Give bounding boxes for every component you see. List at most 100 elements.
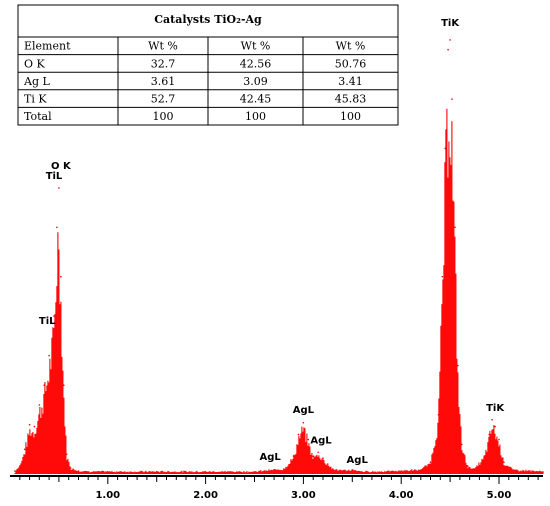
spectrum-point xyxy=(58,187,60,189)
spectrum-point xyxy=(361,471,363,473)
table-cell: Total xyxy=(24,110,52,123)
peak-label: AgL xyxy=(293,405,315,416)
spectrum-point xyxy=(441,275,444,278)
spectrum-point xyxy=(461,443,463,446)
inset-table-cells: Element Wt % Wt % Wt % O K 32.7 42.56 50.76 Ag L… xyxy=(23,40,366,123)
spectrum-point xyxy=(292,455,295,458)
spectrum-point xyxy=(23,448,26,451)
spectrum-point xyxy=(107,471,109,473)
spectrum-point xyxy=(273,469,275,471)
x-tick-label: 2.00 xyxy=(193,490,218,501)
spectrum-point xyxy=(87,471,89,473)
table-cell: 50.76 xyxy=(335,57,367,70)
table-header-cell: Wt % xyxy=(148,40,178,53)
spectrum-point xyxy=(483,455,486,458)
spectrum-point xyxy=(155,471,158,473)
spectrum-point xyxy=(204,471,207,473)
spectrum-point xyxy=(312,455,315,458)
spectrum-point xyxy=(488,433,491,436)
spectrum-point xyxy=(322,457,324,460)
spectrum-point xyxy=(65,453,68,456)
spectrum-point xyxy=(63,384,65,387)
peak-label: AgL xyxy=(347,455,369,466)
table-cell: 100 xyxy=(153,110,174,123)
spectrum-point xyxy=(498,438,500,441)
spectrum-point xyxy=(494,425,496,428)
spectrum-point xyxy=(53,315,55,317)
table-cell: 42.45 xyxy=(240,93,272,106)
spectrum-point xyxy=(317,451,319,454)
spectrum-point xyxy=(56,226,58,229)
spectrum-point xyxy=(331,468,334,470)
peak-label: AgL xyxy=(259,452,281,463)
spectrum-point xyxy=(451,98,453,100)
spectrum-point xyxy=(297,433,300,436)
table-cell: 32.7 xyxy=(151,57,176,70)
x-tick-label: 5.00 xyxy=(487,490,512,501)
spectrum-point xyxy=(77,470,80,472)
spectrum-point xyxy=(307,438,310,441)
spectrum-point xyxy=(447,48,449,51)
spectrum-point xyxy=(351,469,354,471)
spectrum-point xyxy=(457,364,459,367)
spectrum-point xyxy=(253,471,256,473)
spectrum-point xyxy=(43,384,45,387)
spectrum-point xyxy=(327,463,329,465)
table-cell: 42.56 xyxy=(240,57,272,70)
spectrum-point xyxy=(69,467,72,469)
inset-table-title: Catalysts TiO₂-Ag xyxy=(154,13,262,26)
x-axis: 1.00 2.00 3.00 4.00 5.00 xyxy=(10,475,543,501)
x-tick-label: 3.00 xyxy=(291,490,316,501)
table-header-cell: Wt % xyxy=(336,40,366,53)
x-tick-label: 4.00 xyxy=(389,490,414,501)
table-cell: 100 xyxy=(245,110,266,123)
spectrum-point xyxy=(14,470,16,472)
table-cell: 52.7 xyxy=(151,93,176,106)
table-cell: Ti K xyxy=(24,93,47,106)
spectrum-point xyxy=(454,226,456,229)
spectrum-point xyxy=(28,423,31,426)
peak-label: TiK xyxy=(441,18,460,29)
peak-label: TiL xyxy=(39,316,56,327)
spectrum-layer xyxy=(14,39,544,474)
table-cell: 3.61 xyxy=(151,75,176,88)
spectrum-point xyxy=(437,414,440,416)
table-cell: Ag L xyxy=(23,75,50,88)
spectrum-point xyxy=(341,470,344,472)
spectrum-point xyxy=(527,470,530,472)
table-cell: 3.09 xyxy=(243,75,268,88)
spectrum-point xyxy=(466,465,469,467)
peak-label: TiK xyxy=(486,403,505,414)
spectrum-point xyxy=(449,39,451,41)
spectrum-point xyxy=(283,468,285,470)
spectrum-point xyxy=(380,471,383,473)
table-cell: O K xyxy=(24,57,46,70)
peak-label: TiL xyxy=(46,171,63,182)
x-tick-label: 1.00 xyxy=(95,490,120,501)
spectrum-point xyxy=(263,470,266,472)
spectrum-point xyxy=(302,421,305,424)
spectrum-point xyxy=(429,461,432,464)
table-cell: 45.83 xyxy=(335,93,367,106)
spectrum-point xyxy=(38,404,41,406)
inset-table-grid xyxy=(18,37,398,125)
peak-label: O K xyxy=(51,161,72,172)
spectrum-point xyxy=(33,425,36,428)
spectrum-point xyxy=(400,470,403,472)
table-header-cell: Wt % xyxy=(241,40,271,53)
spectrum-point xyxy=(503,461,505,464)
table-cell: 3.41 xyxy=(338,75,363,88)
spectrum-point xyxy=(444,147,447,150)
peak-label: AgL xyxy=(310,435,332,446)
spectrum-point xyxy=(473,468,476,470)
spectrum-point xyxy=(60,275,62,278)
table-cell: 100 xyxy=(340,110,361,123)
spectrum-point xyxy=(542,471,544,473)
inset-table: Catalysts TiO₂-Ag Element Wt % Wt % Wt % O K… xyxy=(17,4,399,126)
spectrum-point xyxy=(48,354,50,357)
table-header-cell: Element xyxy=(24,40,71,53)
spectrum-point xyxy=(420,469,422,471)
spectrum-point xyxy=(512,469,515,471)
spectrum-point xyxy=(19,465,21,467)
